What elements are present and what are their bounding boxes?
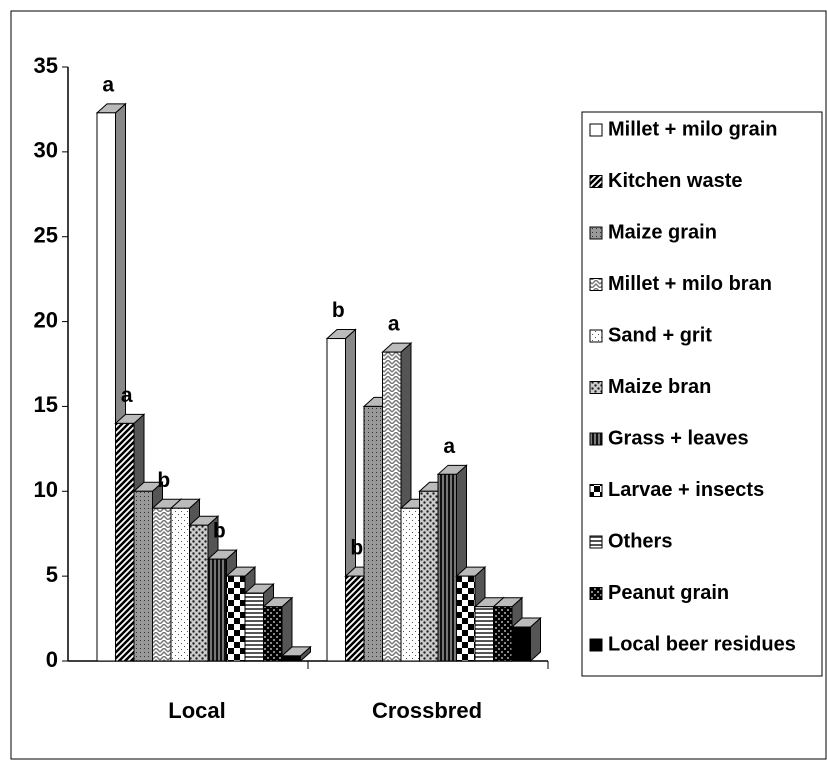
legend-swatch bbox=[589, 484, 603, 497]
y-tick-label: 30 bbox=[34, 138, 58, 163]
legend-label: Grass + leaves bbox=[608, 427, 749, 449]
chart-frame bbox=[10, 10, 827, 760]
legend-swatch bbox=[589, 638, 603, 652]
y-tick-label: 15 bbox=[34, 392, 58, 417]
bar bbox=[189, 524, 209, 662]
legend-label: Sand + grit bbox=[608, 324, 712, 346]
legend-swatch bbox=[589, 535, 603, 549]
bar bbox=[382, 351, 402, 662]
legend-swatch bbox=[589, 123, 603, 137]
legend-swatch bbox=[589, 587, 603, 600]
bar bbox=[281, 655, 301, 662]
y-tick-label: 35 bbox=[34, 53, 58, 78]
bar bbox=[96, 112, 116, 662]
bar bbox=[133, 490, 153, 662]
legend-swatch bbox=[589, 432, 603, 446]
significance-label: a bbox=[102, 73, 114, 96]
legend-label: Maize grain bbox=[608, 221, 717, 243]
bar bbox=[115, 422, 135, 662]
legend-label: Millet + milo bran bbox=[608, 273, 772, 295]
bar bbox=[511, 626, 531, 662]
y-tick-label: 20 bbox=[34, 307, 58, 332]
legend-label: Larvae + insects bbox=[608, 479, 764, 501]
legend-label: Millet + milo grain bbox=[608, 118, 777, 140]
legend-swatch bbox=[589, 226, 603, 240]
bar bbox=[493, 606, 513, 662]
y-tick-label: 0 bbox=[46, 647, 58, 672]
significance-label: a bbox=[388, 313, 400, 336]
significance-label: b bbox=[157, 469, 170, 492]
legend-swatch bbox=[589, 329, 603, 343]
significance-label: a bbox=[443, 435, 455, 458]
bar bbox=[363, 405, 383, 662]
legend-label: Maize bran bbox=[608, 376, 711, 398]
significance-label: b bbox=[332, 299, 345, 322]
bar bbox=[152, 507, 172, 662]
bar bbox=[170, 507, 190, 662]
legend-box bbox=[581, 111, 823, 677]
significance-label: a bbox=[121, 384, 133, 407]
legend-swatch bbox=[589, 278, 603, 291]
bar bbox=[437, 473, 457, 662]
legend-label: Kitchen waste bbox=[608, 170, 742, 192]
legend-label: Local beer residues bbox=[608, 633, 796, 655]
bar bbox=[345, 575, 365, 662]
legend-label: Others bbox=[608, 530, 672, 552]
y-tick-label: 25 bbox=[34, 223, 58, 248]
legend-swatch bbox=[589, 175, 603, 188]
bar bbox=[226, 575, 246, 662]
bar bbox=[400, 507, 420, 662]
legend-label: Peanut grain bbox=[608, 582, 729, 604]
bar bbox=[456, 575, 476, 662]
significance-label: b bbox=[213, 520, 226, 543]
x-tick-label: Crossbred bbox=[372, 698, 482, 723]
bar bbox=[326, 338, 346, 662]
y-tick-label: 10 bbox=[34, 477, 58, 502]
significance-label: b bbox=[350, 537, 363, 560]
legend-swatch bbox=[589, 381, 603, 394]
bar bbox=[474, 606, 494, 662]
bar bbox=[263, 606, 283, 662]
y-tick-label: 5 bbox=[46, 562, 58, 587]
bar bbox=[419, 490, 439, 662]
bar bbox=[244, 592, 264, 662]
bar bbox=[207, 558, 227, 662]
x-tick-label: Local bbox=[168, 698, 225, 723]
